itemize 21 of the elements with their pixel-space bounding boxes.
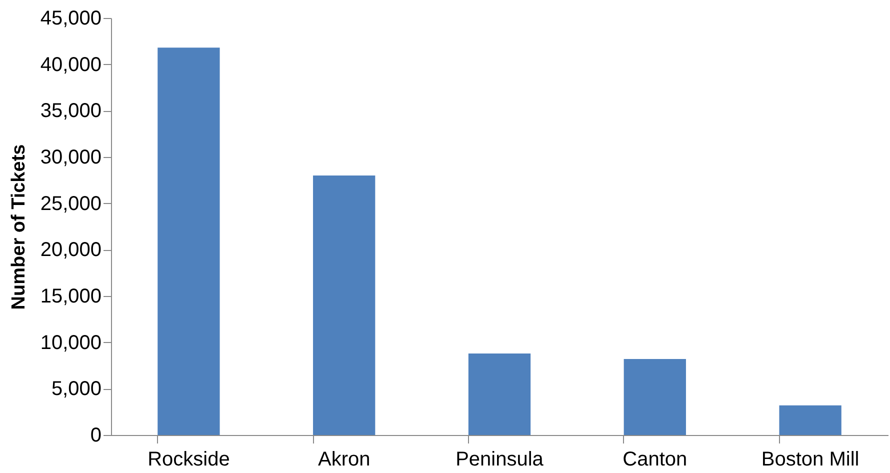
y-tick-label: 25,000 xyxy=(40,192,102,215)
bar xyxy=(313,176,376,435)
bar xyxy=(468,353,531,435)
x-tick-label: Rockside xyxy=(148,448,230,470)
y-axis-title: Number of Tickets xyxy=(8,144,30,310)
x-tick-label: Boston Mill xyxy=(761,448,860,470)
y-tick-label: 30,000 xyxy=(40,146,102,168)
y-tick-label: 15,000 xyxy=(40,286,102,308)
x-tick-label: Akron xyxy=(318,448,370,470)
bar xyxy=(779,405,842,435)
bar xyxy=(158,48,220,435)
y-tick-label: 20,000 xyxy=(40,239,102,262)
y-tick-label: 35,000 xyxy=(40,100,102,122)
y-tick-label: 5,000 xyxy=(51,378,102,400)
y-tick-label: 10,000 xyxy=(40,332,102,354)
y-tick-label: 0 xyxy=(90,424,102,446)
y-tick-label: 40,000 xyxy=(40,54,102,76)
y-tick-label: 45,000 xyxy=(40,8,102,30)
x-tick-label: Peninsula xyxy=(456,448,544,470)
bar xyxy=(624,359,686,435)
x-tick-label: Canton xyxy=(622,448,688,470)
